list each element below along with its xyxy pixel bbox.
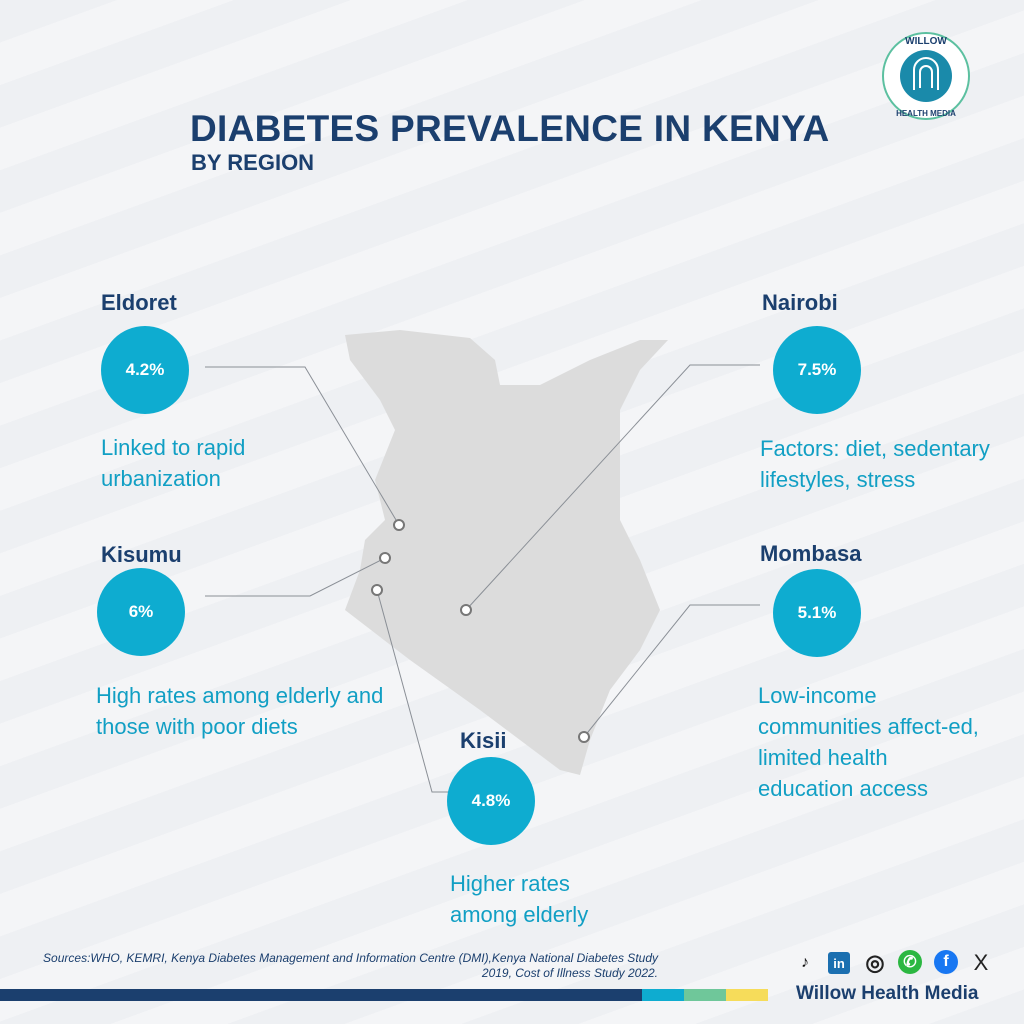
kenya-shape	[345, 330, 668, 775]
desc-kisumu: High rates among elderly and those with …	[96, 683, 384, 739]
page-subtitle: BY REGION	[191, 150, 315, 175]
city-mombasa: Mombasa	[760, 541, 862, 566]
city-kisumu: Kisumu	[101, 542, 182, 567]
city-kisii: Kisii	[460, 728, 507, 753]
footer-bar-cyan	[642, 989, 684, 1001]
value-kisumu: 6%	[97, 568, 185, 656]
linkedin-icon[interactable]: in	[828, 952, 850, 974]
facebook-icon[interactable]: f	[934, 950, 958, 974]
kisii-dot	[371, 584, 383, 596]
footer-bar-navy	[0, 989, 642, 1001]
svg-text:HEALTH MEDIA: HEALTH MEDIA	[896, 109, 956, 118]
kisii-leader	[376, 589, 448, 793]
desc-kisii: Higher rates among elderly	[450, 871, 589, 927]
value-kisii: 4.8%	[447, 757, 535, 845]
footer-bar-yellow	[726, 989, 768, 1001]
desc-eldoret: Linked to rapid urbanization	[101, 435, 246, 491]
value-mombasa: 5.1%	[773, 569, 861, 657]
tiktok-icon[interactable]: ♪	[801, 954, 809, 971]
desc-nairobi: Factors: diet, sedentary lifestyles, str…	[760, 436, 990, 492]
svg-text:WILLOW: WILLOW	[905, 36, 947, 47]
mombasa-dot	[578, 731, 590, 743]
nairobi-dot	[460, 604, 472, 616]
sources-note: Sources:WHO, KEMRI, Kenya Diabetes Manag…	[43, 951, 658, 980]
eldoret-leader	[205, 366, 400, 526]
footer-bar-green	[684, 989, 726, 1001]
city-eldoret: Eldoret	[101, 290, 177, 315]
kisumu-dot	[379, 552, 391, 564]
brand-name: Willow Health Media	[796, 983, 979, 1004]
nairobi-leader	[465, 364, 760, 611]
value-nairobi: 7.5%	[773, 326, 861, 414]
city-nairobi: Nairobi	[762, 290, 838, 315]
page-title: DIABETES PREVALENCE IN KENYA	[190, 108, 830, 149]
x-icon[interactable]: X	[973, 950, 989, 975]
desc-mombasa: Low-income communities affect-ed, limite…	[758, 683, 979, 801]
eldoret-dot	[393, 519, 405, 531]
mombasa-leader	[583, 604, 760, 738]
kisumu-leader	[205, 557, 386, 597]
whatsapp-icon[interactable]: ✆	[898, 950, 922, 974]
willow-logo: WILLOW HEALTH MEDIA	[882, 32, 970, 120]
value-eldoret: 4.2%	[101, 326, 189, 414]
instagram-icon[interactable]: ◎	[865, 950, 885, 975]
